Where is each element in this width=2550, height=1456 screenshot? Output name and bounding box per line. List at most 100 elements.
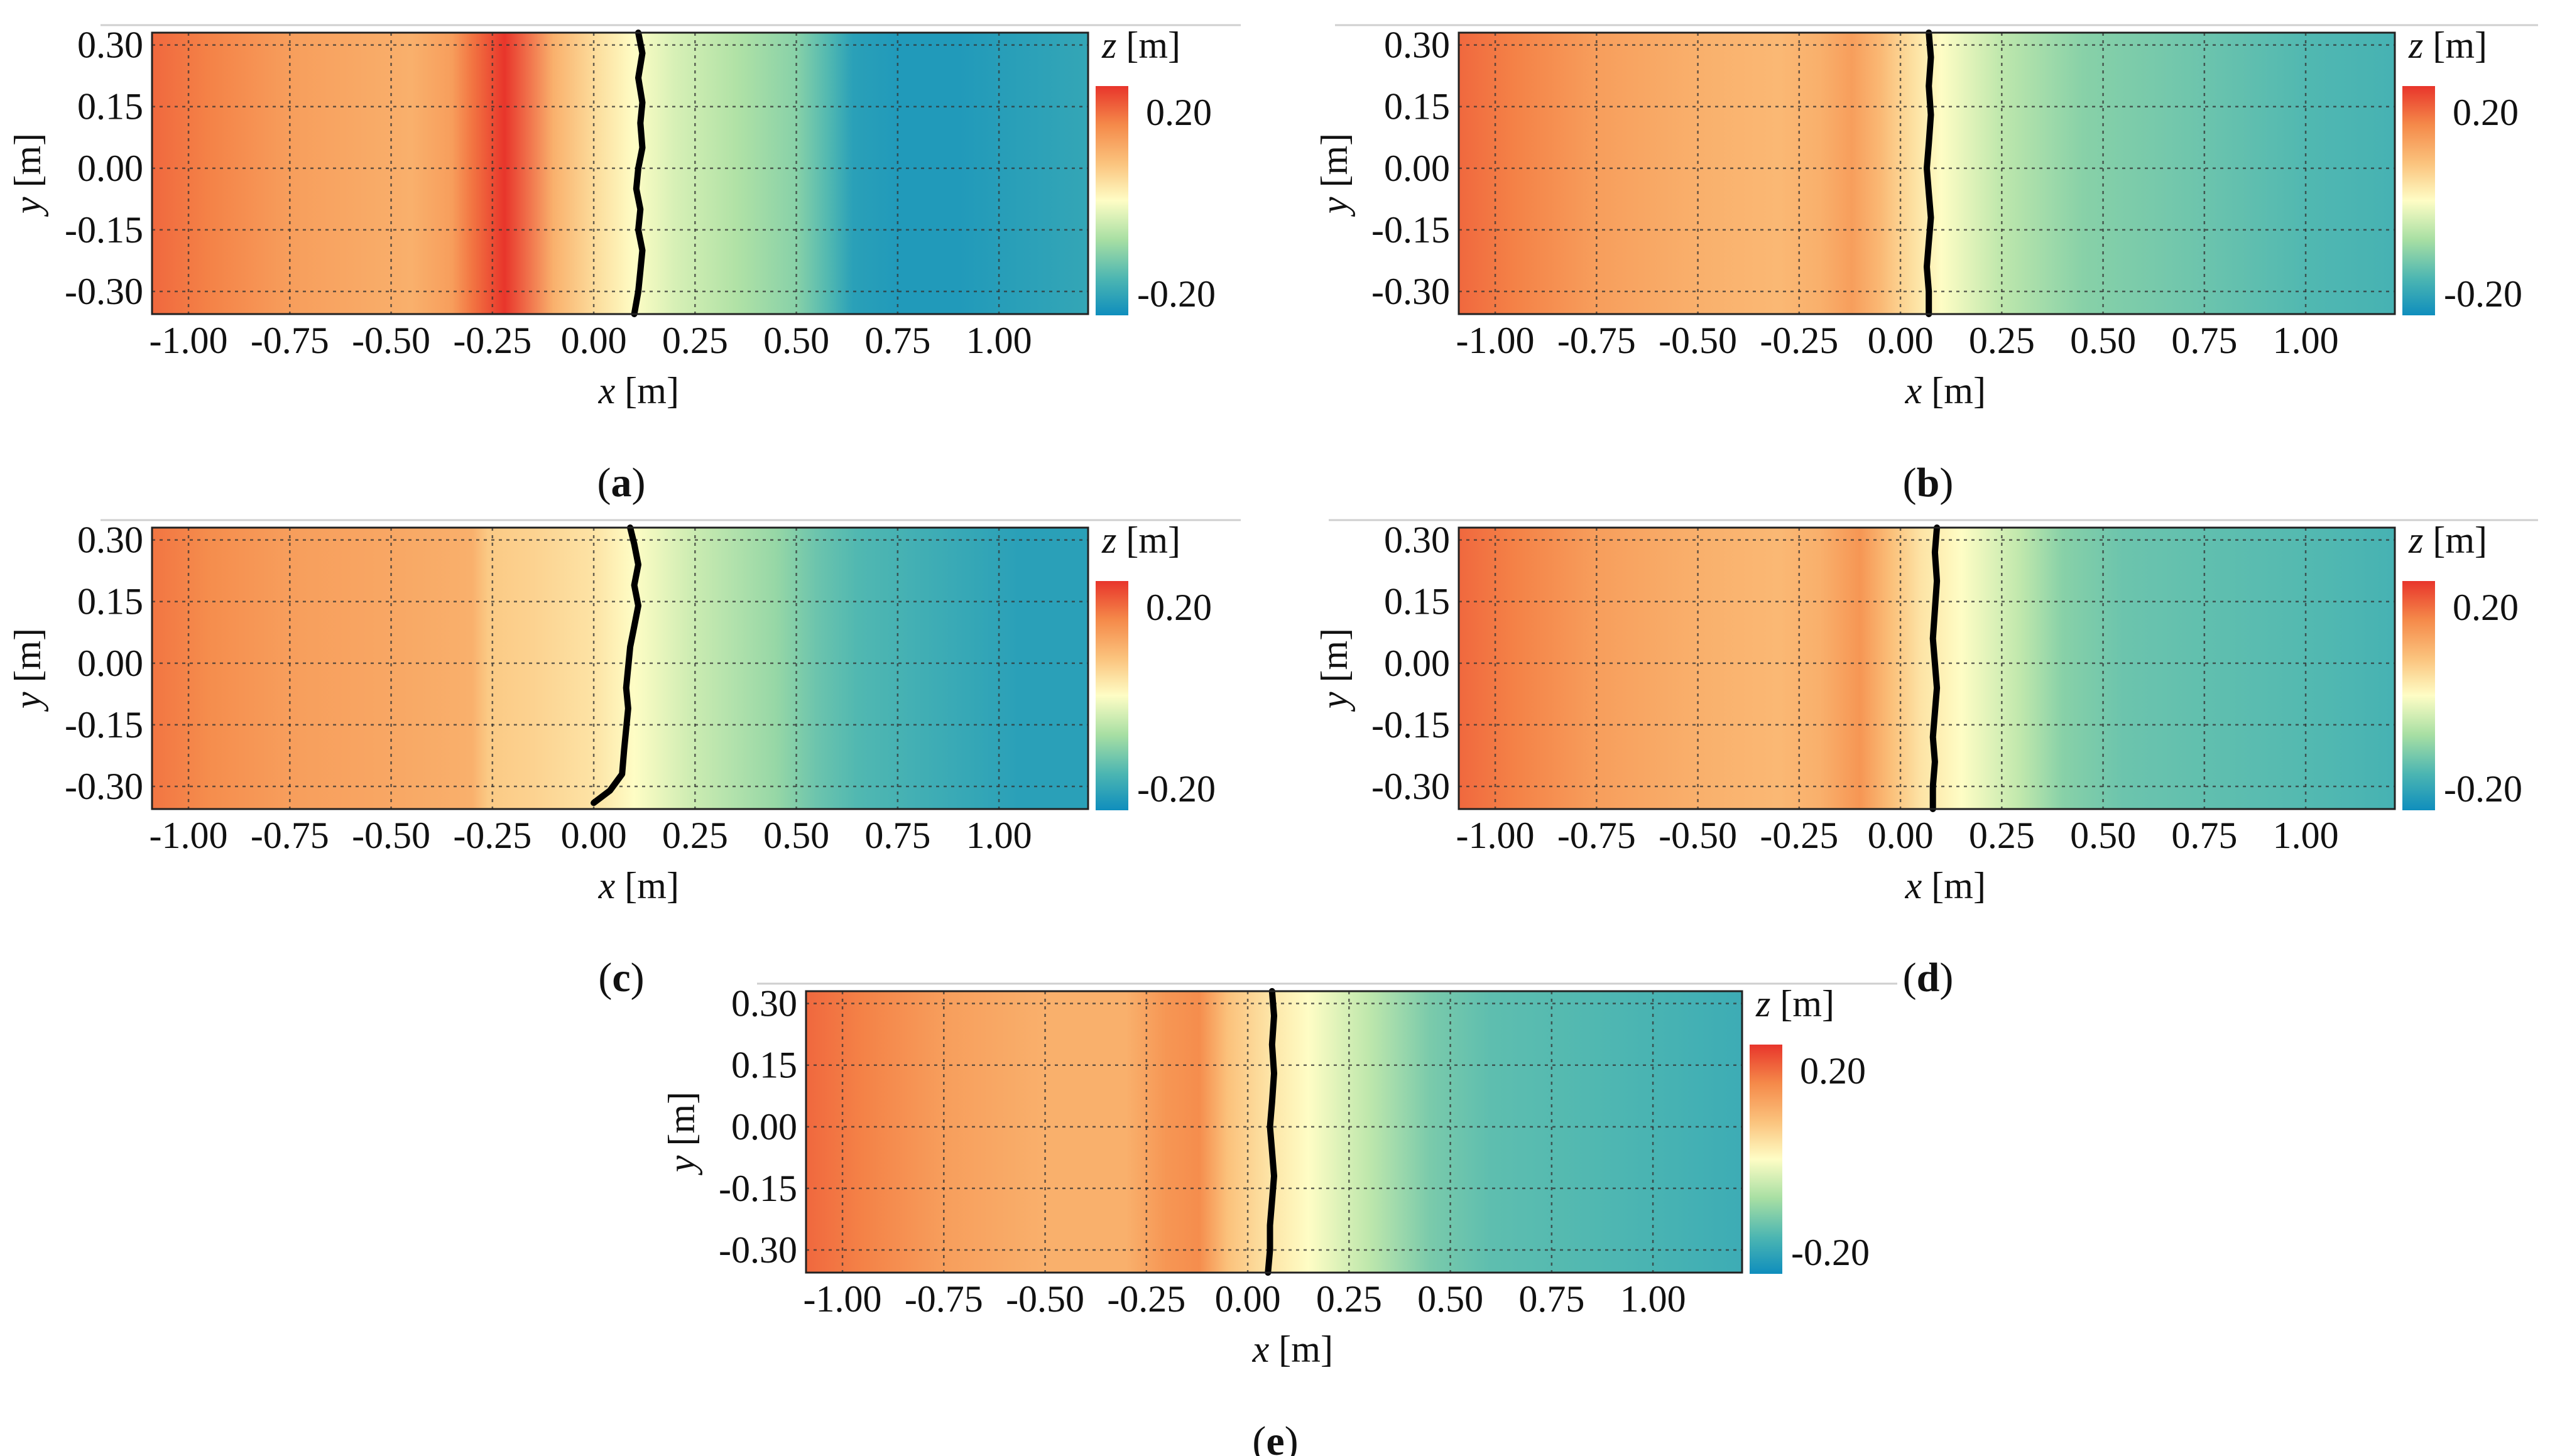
heatmap-field	[152, 33, 1088, 314]
x-axis-label: x [m]	[1905, 865, 1986, 906]
x-tick-label: 0.75	[1518, 1278, 1584, 1320]
x-tick-label: 0.50	[2070, 815, 2136, 856]
colorbar-tick-label: 0.20	[1800, 1050, 1866, 1092]
x-tick-label: 0.25	[1969, 320, 2035, 361]
y-tick-label: -0.30	[65, 766, 143, 807]
y-tick-label: 0.30	[1384, 519, 1450, 561]
x-tick-label: 1.00	[1620, 1278, 1686, 1320]
y-axis-label: y [m]	[661, 1092, 702, 1176]
panel-d: -1.00 -0.75 -0.50 -0.25 0.00 0.25 0.50 0.75 1.00…	[1314, 519, 2538, 1001]
y-tick-label: -0.15	[1371, 209, 1450, 251]
x-tick-label: 0.25	[1316, 1278, 1382, 1320]
y-tick-label: -0.30	[719, 1229, 797, 1271]
wave-front-line	[591, 524, 641, 807]
x-tick-label: -0.25	[1760, 320, 1838, 361]
colorbar	[2402, 86, 2435, 315]
colorbar	[1096, 86, 1128, 315]
colorbar-tick-label: -0.20	[1791, 1232, 1870, 1273]
colorbar-title: z [m]	[1101, 24, 1180, 66]
x-tick-label: 0.75	[864, 320, 930, 361]
x-tick-label: 0.25	[662, 320, 728, 361]
colorbar	[1096, 581, 1128, 810]
y-tick-label: 0.15	[731, 1045, 797, 1086]
plot-frame	[1458, 31, 2396, 315]
colorbar-title: z [m]	[1755, 983, 1834, 1024]
x-tick-label: 0.75	[864, 815, 930, 856]
x-tick-label: 0.75	[2171, 815, 2237, 856]
x-tick-label: 0.00	[1868, 815, 1934, 856]
y-tick-label: 0.00	[1384, 148, 1450, 189]
x-tick-label: -0.75	[251, 815, 329, 856]
colorbar-title: z [m]	[2408, 24, 2487, 66]
colorbar-tick-label: -0.20	[2444, 273, 2522, 315]
panel-caption: (e)	[1252, 1418, 1298, 1456]
x-tick-label: -0.50	[352, 320, 430, 361]
wave-front-line	[1924, 30, 1934, 317]
y-axis-label: y [m]	[1314, 133, 1355, 217]
x-tick-label: 0.50	[1417, 1278, 1483, 1320]
colorbar-tick-label: 0.20	[1146, 92, 1212, 133]
colorbar	[2402, 581, 2435, 810]
panel-caption: (d)	[1903, 955, 1954, 1001]
x-tick-label: -1.00	[1456, 815, 1535, 856]
y-axis-label: y [m]	[7, 133, 48, 217]
x-tick-label: 0.25	[662, 815, 728, 856]
x-tick-label: -0.25	[453, 815, 531, 856]
y-tick-label: 0.00	[77, 148, 143, 189]
wave-front-line	[631, 30, 646, 317]
wave-front-line	[1929, 524, 1941, 812]
panel-c: -1.00 -0.75 -0.50 -0.25 0.00 0.25 0.50 0.75 1.00…	[7, 519, 1241, 1001]
x-axis-label: x [m]	[598, 370, 679, 411]
panel-caption: (a)	[597, 460, 646, 506]
y-tick-label: 0.00	[77, 643, 143, 684]
panel-caption: (c)	[598, 955, 644, 1001]
y-tick-label: 0.15	[77, 581, 143, 622]
x-axis-label: x [m]	[598, 865, 679, 906]
plot-frame	[1458, 526, 2396, 810]
x-tick-label: -0.50	[1659, 320, 1737, 361]
colorbar-tick-label: -0.20	[1137, 273, 1216, 315]
y-tick-label: 0.30	[77, 24, 143, 66]
colorbar-tick-label: 0.20	[2453, 587, 2519, 628]
panel-a: -1.00 -0.75 -0.50 -0.25 0.00 0.25 0.50 0.75 1.00…	[7, 24, 1241, 506]
y-tick-label: 0.00	[731, 1106, 797, 1148]
y-tick-label: 0.15	[1384, 581, 1450, 622]
x-tick-label: 1.00	[966, 815, 1032, 856]
y-axis-label: y [m]	[7, 628, 48, 712]
y-tick-label: 0.15	[77, 86, 143, 128]
x-tick-label: -1.00	[150, 815, 228, 856]
y-tick-label: 0.00	[1384, 643, 1450, 684]
x-axis-label: x [m]	[1252, 1328, 1333, 1370]
plot-frame	[151, 31, 1089, 315]
wave-front-line	[1265, 988, 1277, 1276]
x-tick-label: 0.00	[561, 815, 627, 856]
x-tick-label: -0.75	[1557, 815, 1636, 856]
y-tick-label: -0.30	[65, 271, 143, 312]
x-tick-label: -1.00	[804, 1278, 882, 1320]
y-tick-label: -0.15	[1371, 704, 1450, 746]
y-tick-label: 0.15	[1384, 86, 1450, 128]
plot-frame	[805, 990, 1743, 1274]
x-tick-label: 1.00	[966, 320, 1032, 361]
colorbar-tick-label: -0.20	[2444, 768, 2522, 810]
colorbar-tick-label: 0.20	[1146, 587, 1212, 628]
colorbar	[1750, 1045, 1782, 1274]
x-tick-label: 0.25	[1969, 815, 2035, 856]
y-tick-label: -0.30	[1371, 271, 1450, 312]
x-tick-label: 0.50	[2070, 320, 2136, 361]
x-tick-label: -0.50	[1006, 1278, 1084, 1320]
x-tick-label: 0.75	[2171, 320, 2237, 361]
y-tick-label: 0.30	[77, 519, 143, 561]
x-tick-label: 0.50	[763, 815, 829, 856]
x-tick-label: -0.50	[1659, 815, 1737, 856]
x-tick-label: -0.25	[453, 320, 531, 361]
x-tick-label: 0.00	[1215, 1278, 1281, 1320]
y-tick-label: -0.15	[65, 704, 143, 746]
colorbar-tick-label: 0.20	[2453, 92, 2519, 133]
x-axis-label: x [m]	[1905, 370, 1986, 411]
y-tick-label: 0.30	[1384, 24, 1450, 66]
x-tick-label: 1.00	[2273, 815, 2339, 856]
x-tick-label: -0.25	[1107, 1278, 1185, 1320]
panel-e: -1.00 -0.75 -0.50 -0.25 0.00 0.25 0.50 0.75 1.00…	[661, 982, 1897, 1456]
